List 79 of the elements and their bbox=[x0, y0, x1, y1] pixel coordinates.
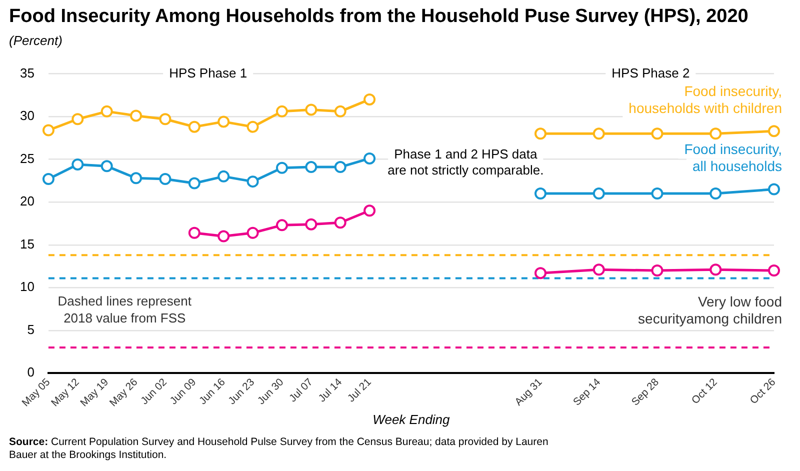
point bbox=[710, 188, 722, 200]
point bbox=[651, 188, 664, 200]
annotation: Phase 1 and 2 HPS data are not strictly comparable. bbox=[388, 146, 544, 178]
x-axis-title: Week Ending bbox=[372, 412, 451, 427]
x-tick-label: Sep 14 bbox=[571, 376, 604, 408]
point bbox=[710, 264, 722, 276]
point bbox=[159, 113, 172, 126]
point bbox=[334, 105, 346, 118]
y-tick-label: 10 bbox=[20, 279, 34, 294]
y-tick-label: 20 bbox=[20, 194, 34, 209]
point bbox=[334, 161, 346, 174]
x-tick-label: Jun 16 bbox=[196, 376, 228, 408]
series-label: Food insecurity, all households bbox=[684, 141, 782, 174]
point bbox=[364, 152, 376, 164]
point bbox=[364, 93, 376, 106]
point bbox=[651, 128, 664, 140]
point bbox=[534, 128, 546, 140]
annotation: HPS Phase 1 bbox=[169, 65, 248, 80]
point bbox=[534, 188, 546, 200]
x-tick-label: May 26 bbox=[107, 376, 140, 410]
series-label: Food insecurity, households with children bbox=[628, 82, 782, 116]
point bbox=[305, 104, 318, 116]
y-tick-label: 0 bbox=[27, 364, 34, 380]
point bbox=[42, 173, 54, 185]
point bbox=[72, 113, 84, 126]
point bbox=[130, 172, 142, 184]
point bbox=[188, 177, 200, 190]
chart-subtitle: (Percent) bbox=[9, 33, 62, 48]
point bbox=[72, 158, 84, 170]
y-tick-label: 25 bbox=[20, 150, 34, 166]
point bbox=[768, 183, 780, 196]
point bbox=[592, 188, 605, 200]
point bbox=[534, 267, 546, 280]
point bbox=[305, 161, 318, 174]
y-tick-label: 35 bbox=[20, 65, 34, 80]
point bbox=[276, 162, 288, 174]
point bbox=[246, 176, 259, 188]
x-tick-label: Jul 21 bbox=[345, 376, 374, 405]
point bbox=[188, 120, 200, 133]
annotation: HPS Phase 2 bbox=[612, 65, 690, 80]
x-tick-label: Jun 23 bbox=[226, 376, 258, 408]
y-tick-label: 15 bbox=[20, 236, 34, 252]
point bbox=[130, 110, 142, 122]
x-tick-label: Jun 09 bbox=[168, 376, 199, 408]
chart-title: Food Insecurity Among Households from the Household Puse Survey (HPS), 2020 bbox=[9, 6, 748, 28]
x-tick-label: Oct 12 bbox=[689, 376, 720, 407]
point bbox=[246, 120, 259, 133]
series-label: Very low food securityamong children bbox=[638, 293, 782, 326]
x-tick-label: Aug 31 bbox=[512, 376, 545, 408]
point bbox=[592, 128, 605, 140]
annotation: Dashed lines represent 2018 value from FSS bbox=[58, 294, 192, 326]
point bbox=[276, 105, 288, 118]
x-tick-label: Jul 14 bbox=[316, 376, 345, 405]
point bbox=[768, 125, 780, 138]
point bbox=[218, 170, 230, 182]
point bbox=[246, 226, 259, 239]
point bbox=[100, 160, 113, 172]
x-tick-label: Jun 30 bbox=[255, 376, 286, 408]
point bbox=[42, 124, 54, 136]
point bbox=[710, 128, 722, 140]
y-tick-label: 5 bbox=[27, 322, 34, 337]
point bbox=[188, 226, 200, 239]
point bbox=[592, 264, 605, 276]
x-tick-label: Jun 02 bbox=[138, 376, 170, 408]
x-tick-label: Sep 28 bbox=[629, 376, 662, 408]
point bbox=[218, 116, 230, 128]
y-tick-label: 30 bbox=[20, 108, 34, 124]
point bbox=[276, 219, 288, 232]
x-tick-label: Jul 07 bbox=[287, 376, 316, 405]
point bbox=[364, 204, 376, 217]
point bbox=[159, 173, 172, 185]
source-note: Source: Current Population Survey and Household Pulse Survey from the Census Bureau; data provided by Lauren Bauer at the Brookings Institution. bbox=[9, 436, 550, 462]
point bbox=[100, 105, 113, 118]
point bbox=[651, 264, 664, 277]
point bbox=[218, 230, 230, 242]
x-tick-label: Oct 26 bbox=[748, 376, 778, 407]
point bbox=[768, 264, 780, 277]
point bbox=[334, 216, 346, 229]
point bbox=[305, 218, 318, 230]
